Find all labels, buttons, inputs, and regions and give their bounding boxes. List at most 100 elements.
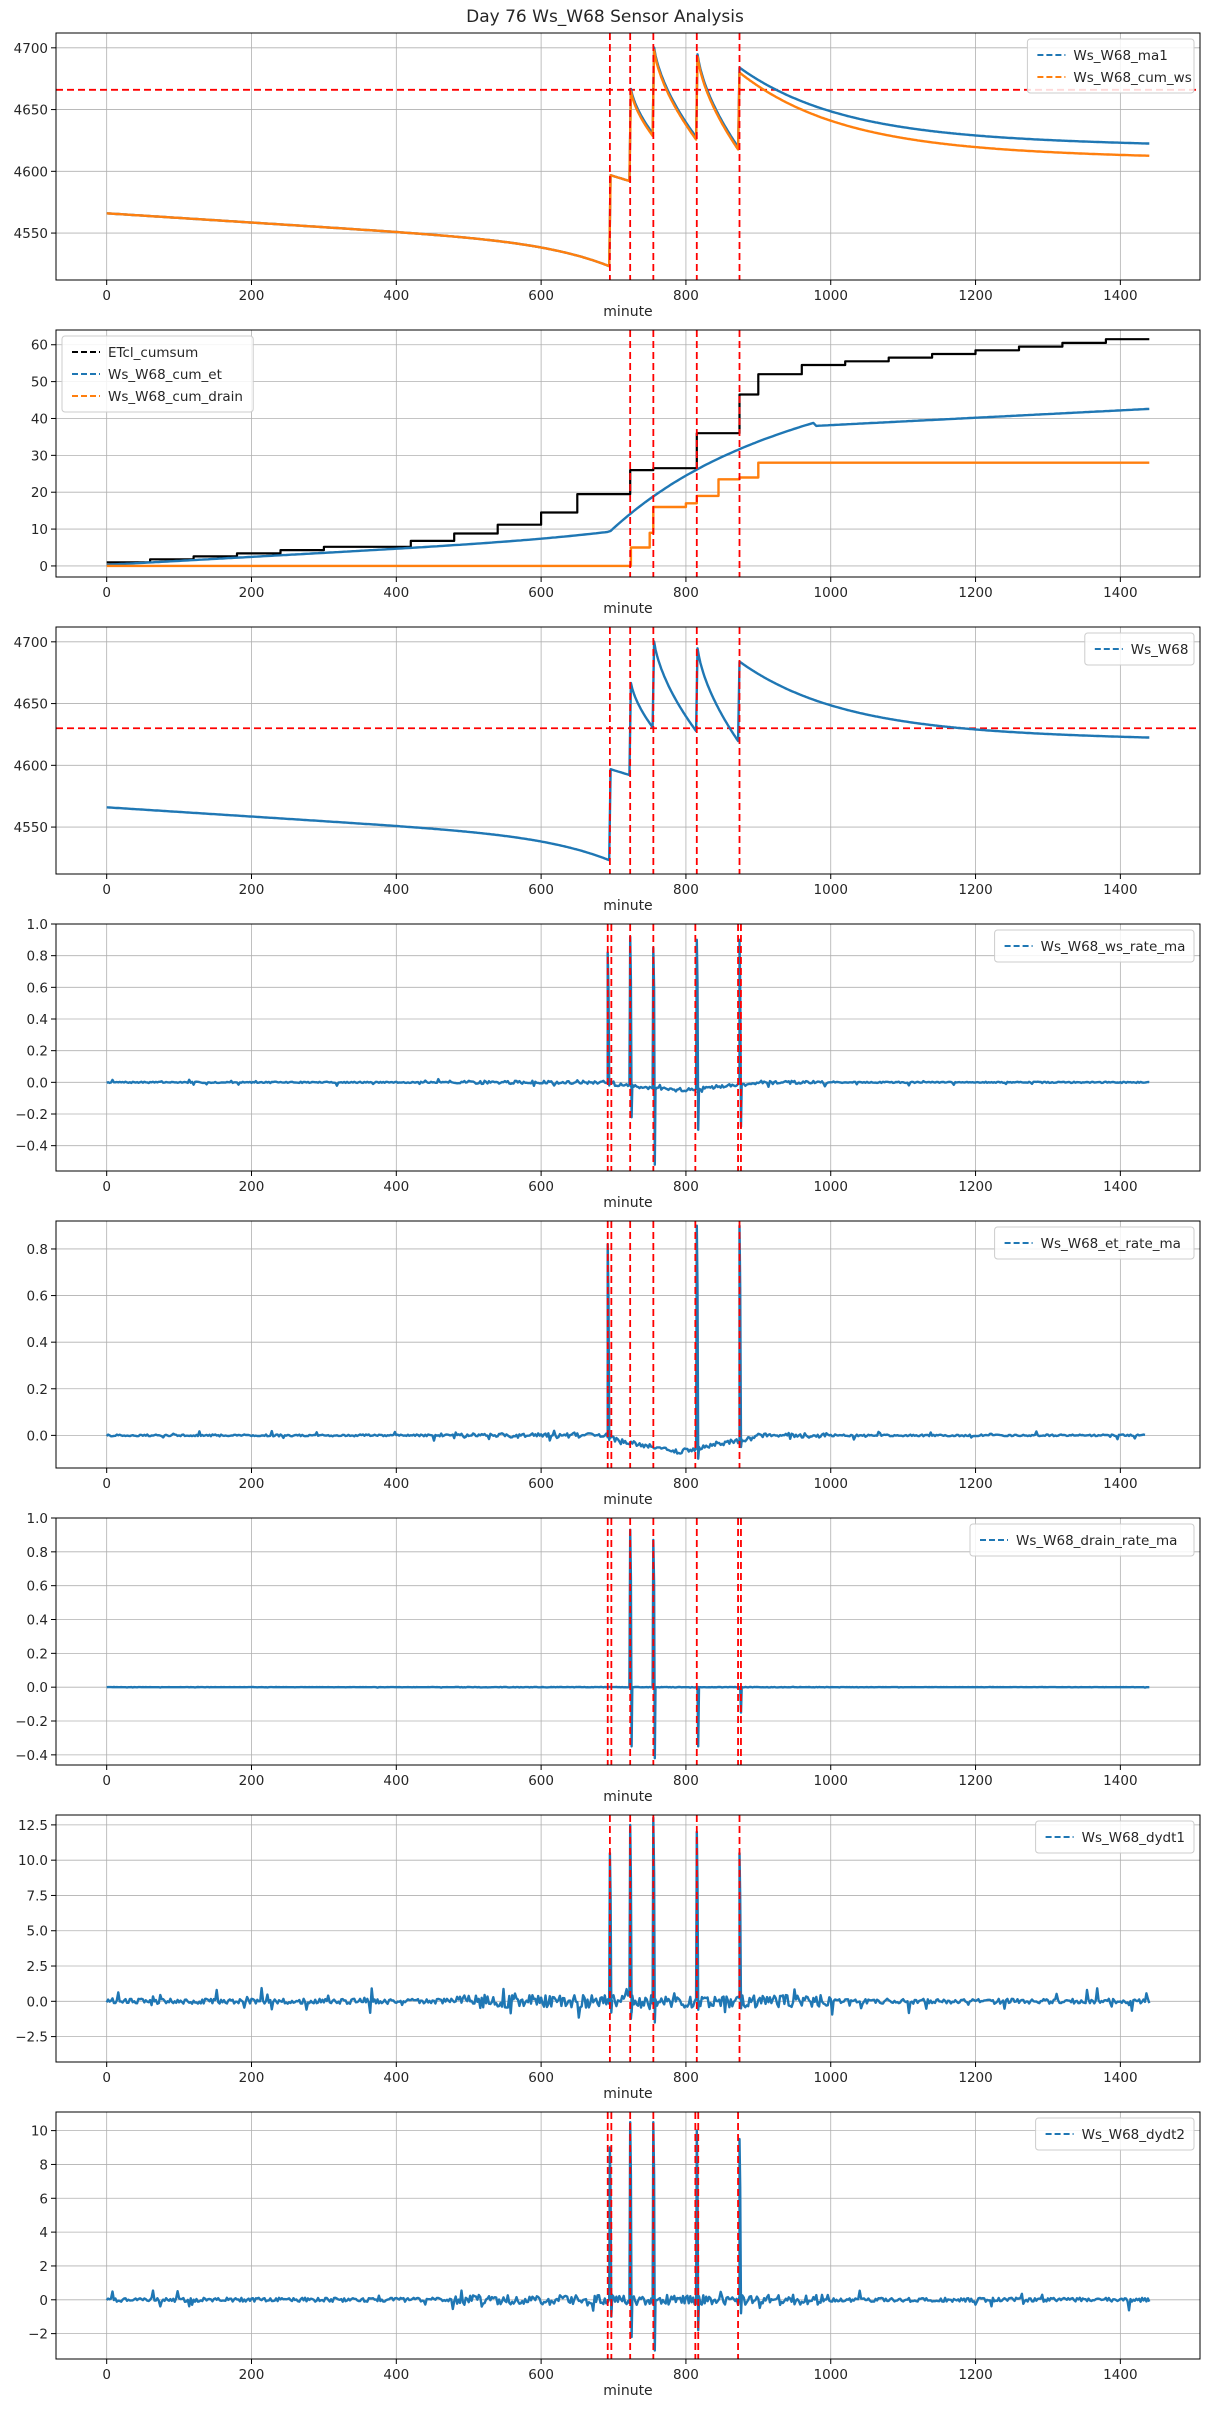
x-tick-label-3: 600 [528, 2367, 554, 2383]
x-tick-label-5: 1000 [814, 1773, 848, 1789]
x-tick-label-7: 1400 [1103, 2070, 1137, 2086]
plot-marks [105, 1815, 1151, 2062]
x-tick-label-2: 400 [383, 2070, 409, 2086]
x-axis-label: minute [603, 1789, 652, 1805]
legend-label-1: Ws_W68_cum_et [108, 367, 222, 383]
x-tick-label-6: 1200 [958, 1179, 992, 1195]
axes-frame [55, 2111, 1201, 2360]
x-tick-label-1: 200 [239, 1476, 265, 1492]
chart-panel-1: 0 200 400 600 800 1000 1200 1400 4550 4600 4650 470… [14, 32, 1201, 320]
legend: Ws_W68_dydt2 [1035, 2117, 1195, 2151]
legend: Ws_W68_dydt1 [1035, 1820, 1195, 1854]
y-tick-label-7: 1.0 [27, 1511, 48, 1527]
y-tick-label-2: 20 [31, 485, 48, 501]
x-tick-label-3: 600 [528, 585, 554, 601]
axes-frame [55, 329, 1201, 578]
plot-area [56, 1518, 1200, 1765]
y-tick-label-1: 0.2 [27, 1382, 48, 1398]
y-tick-label-2: 0.0 [27, 1680, 48, 1696]
x-tick-label-3: 600 [528, 288, 554, 304]
axes-frame [55, 1220, 1201, 1469]
x-tick-label-1: 200 [239, 882, 265, 898]
x-tick-label-2: 400 [383, 1179, 409, 1195]
legend-box [969, 1523, 1195, 1557]
x-tick-label-7: 1400 [1103, 882, 1137, 898]
legend-box [61, 335, 254, 413]
y-tick-label-2: 2.5 [27, 1959, 48, 1975]
x-tick-label-2: 400 [383, 2367, 409, 2383]
legend: Ws_W68_ma1 Ws_W68_cum_ws [1026, 38, 1195, 94]
x-axis-label: minute [603, 1492, 652, 1508]
x-tick-label-1: 200 [239, 1179, 265, 1195]
series-line-Ws_W68_drain_rate_ma [106, 1528, 1150, 1760]
y-tick-label-0: 4550 [14, 226, 48, 242]
x-tick-label-4: 800 [673, 882, 699, 898]
y-tick-label-1: 10 [31, 522, 48, 538]
y-tick-label-1: 0 [39, 2293, 48, 2309]
x-tick-label-1: 200 [239, 288, 265, 304]
legend-box [994, 929, 1195, 963]
x-tick-label-5: 1000 [814, 585, 848, 601]
chart-panel-6: 0 200 400 600 800 1000 1200 1400 −0.4 −0.2 0.0 0.2 0… [15, 1511, 1201, 1805]
x-axis-label: minute [603, 2383, 652, 2399]
x-tick-label-5: 1000 [814, 1179, 848, 1195]
y-tick-label-5: 0.6 [27, 1579, 48, 1595]
x-tick-label-3: 600 [528, 1476, 554, 1492]
axes-frame [55, 1517, 1201, 1766]
legend-label-0: Ws_W68_ws_rate_ma [1041, 939, 1186, 955]
x-tick-label-6: 1200 [958, 1773, 992, 1789]
axes-frame [55, 1814, 1201, 2063]
plot-marks [106, 924, 1150, 1171]
x-tick-label-7: 1400 [1103, 288, 1137, 304]
legend: Ws_W68 [1084, 632, 1195, 666]
series-line-Ws_W68_cum_et [106, 407, 1150, 566]
x-tick-label-3: 600 [528, 1179, 554, 1195]
y-tick-label-2: 4650 [14, 697, 48, 713]
x-tick-label-4: 800 [673, 585, 699, 601]
y-tick-label-1: −0.2 [15, 1107, 48, 1123]
legend-label-0: Ws_W68_dydt2 [1082, 2127, 1185, 2143]
y-tick-label-2: 4650 [14, 103, 48, 119]
series-line-Ws_W68 [106, 640, 1150, 862]
x-tick-label-7: 1400 [1103, 1179, 1137, 1195]
x-tick-label-7: 1400 [1103, 1773, 1137, 1789]
legend-label-0: ETcl_cumsum [108, 345, 198, 361]
chart-panel-4: 0 200 400 600 800 1000 1200 1400 −0.4 −0.2 0.0 0.2 0… [15, 917, 1201, 1211]
legend-label-1: Ws_W68_cum_ws [1073, 70, 1191, 86]
x-tick-label-1: 200 [239, 585, 265, 601]
x-tick-label-0: 0 [102, 585, 111, 601]
series-line-Ws_W68_cum_ws [106, 48, 1150, 268]
chart-panel-3: 0 200 400 600 800 1000 1200 1400 4550 4600 4650 470… [14, 626, 1201, 914]
y-tick-label-4: 0.4 [27, 1012, 48, 1028]
axes-frame [55, 32, 1201, 281]
y-tick-label-4: 6 [39, 2191, 48, 2207]
legend-box [1035, 2117, 1195, 2151]
y-tick-label-0: −2.5 [15, 2030, 48, 2046]
y-tick-label-4: 0.4 [27, 1613, 48, 1629]
legend: Ws_W68_et_rate_ma [994, 1226, 1195, 1260]
x-tick-label-0: 0 [102, 288, 111, 304]
legend-box [994, 1226, 1195, 1260]
figure-title: Day 76 Ws_W68 Sensor Analysis [466, 7, 744, 27]
x-tick-label-2: 400 [383, 1773, 409, 1789]
y-tick-label-3: 30 [31, 448, 48, 464]
y-tick-label-0: 4550 [14, 820, 48, 836]
y-tick-label-2: 2 [39, 2259, 48, 2275]
y-tick-label-6: 12.5 [18, 1818, 48, 1834]
legend: Ws_W68_ws_rate_ma [994, 929, 1195, 963]
y-tick-label-3: 4700 [14, 635, 48, 651]
y-tick-label-1: 4600 [14, 164, 48, 180]
y-tick-label-0: 0.0 [27, 1428, 48, 1444]
x-tick-label-5: 1000 [814, 882, 848, 898]
y-tick-label-2: 0.0 [27, 1075, 48, 1091]
axes-frame [55, 626, 1201, 875]
x-tick-label-2: 400 [383, 585, 409, 601]
x-tick-label-6: 1200 [958, 2070, 992, 2086]
x-axis-label: minute [603, 898, 652, 914]
legend-box [1035, 1820, 1195, 1854]
x-tick-label-0: 0 [102, 2367, 111, 2383]
plot-marks [105, 2112, 1151, 2359]
y-tick-label-5: 8 [39, 2157, 48, 2173]
axes-frame [55, 923, 1201, 1172]
